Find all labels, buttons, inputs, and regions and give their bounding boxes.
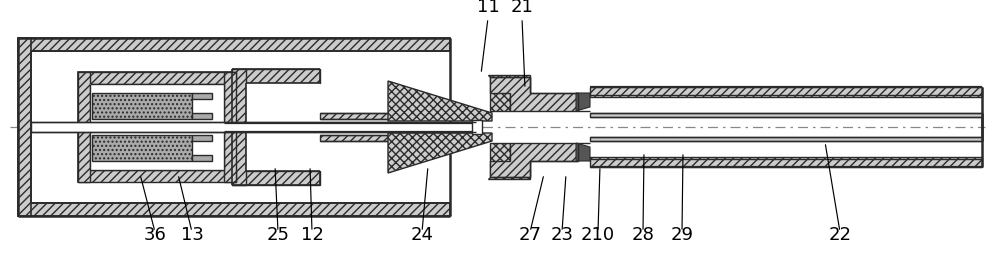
Bar: [92, 93, 192, 119]
Bar: [78, 72, 236, 182]
Polygon shape: [488, 75, 530, 111]
Bar: [192, 93, 212, 99]
Text: 12: 12: [301, 226, 323, 244]
Polygon shape: [488, 143, 530, 179]
Bar: [590, 157, 982, 167]
Bar: [92, 135, 192, 161]
Text: 13: 13: [181, 226, 203, 244]
Polygon shape: [388, 133, 492, 173]
Bar: [78, 170, 236, 182]
Bar: [224, 72, 236, 182]
Text: 29: 29: [670, 226, 694, 244]
Bar: [90, 84, 224, 170]
Bar: [232, 171, 320, 185]
Text: 36: 36: [144, 226, 166, 244]
Bar: [78, 72, 90, 182]
Bar: [18, 203, 450, 216]
Bar: [246, 83, 320, 171]
Text: 28: 28: [632, 226, 654, 244]
Polygon shape: [576, 93, 590, 111]
Bar: [232, 69, 320, 83]
Bar: [192, 155, 212, 161]
Bar: [590, 87, 982, 97]
Polygon shape: [490, 77, 578, 111]
Bar: [590, 137, 982, 141]
Bar: [18, 38, 450, 51]
Bar: [320, 135, 450, 141]
Bar: [31, 122, 476, 132]
Text: 22: 22: [828, 226, 852, 244]
Polygon shape: [576, 143, 590, 161]
Bar: [192, 113, 212, 119]
Bar: [232, 69, 246, 185]
Text: 11: 11: [477, 0, 499, 16]
Text: 21: 21: [511, 0, 533, 16]
Bar: [18, 38, 31, 216]
Bar: [320, 113, 450, 119]
Polygon shape: [490, 143, 578, 177]
Bar: [192, 135, 212, 141]
Polygon shape: [388, 81, 492, 121]
Text: 27: 27: [518, 226, 542, 244]
Bar: [31, 51, 450, 203]
Bar: [472, 120, 482, 134]
Text: 210: 210: [581, 226, 615, 244]
Text: 24: 24: [411, 226, 434, 244]
Text: 23: 23: [550, 226, 574, 244]
Bar: [590, 113, 982, 117]
Text: 25: 25: [266, 226, 290, 244]
Bar: [78, 72, 236, 84]
